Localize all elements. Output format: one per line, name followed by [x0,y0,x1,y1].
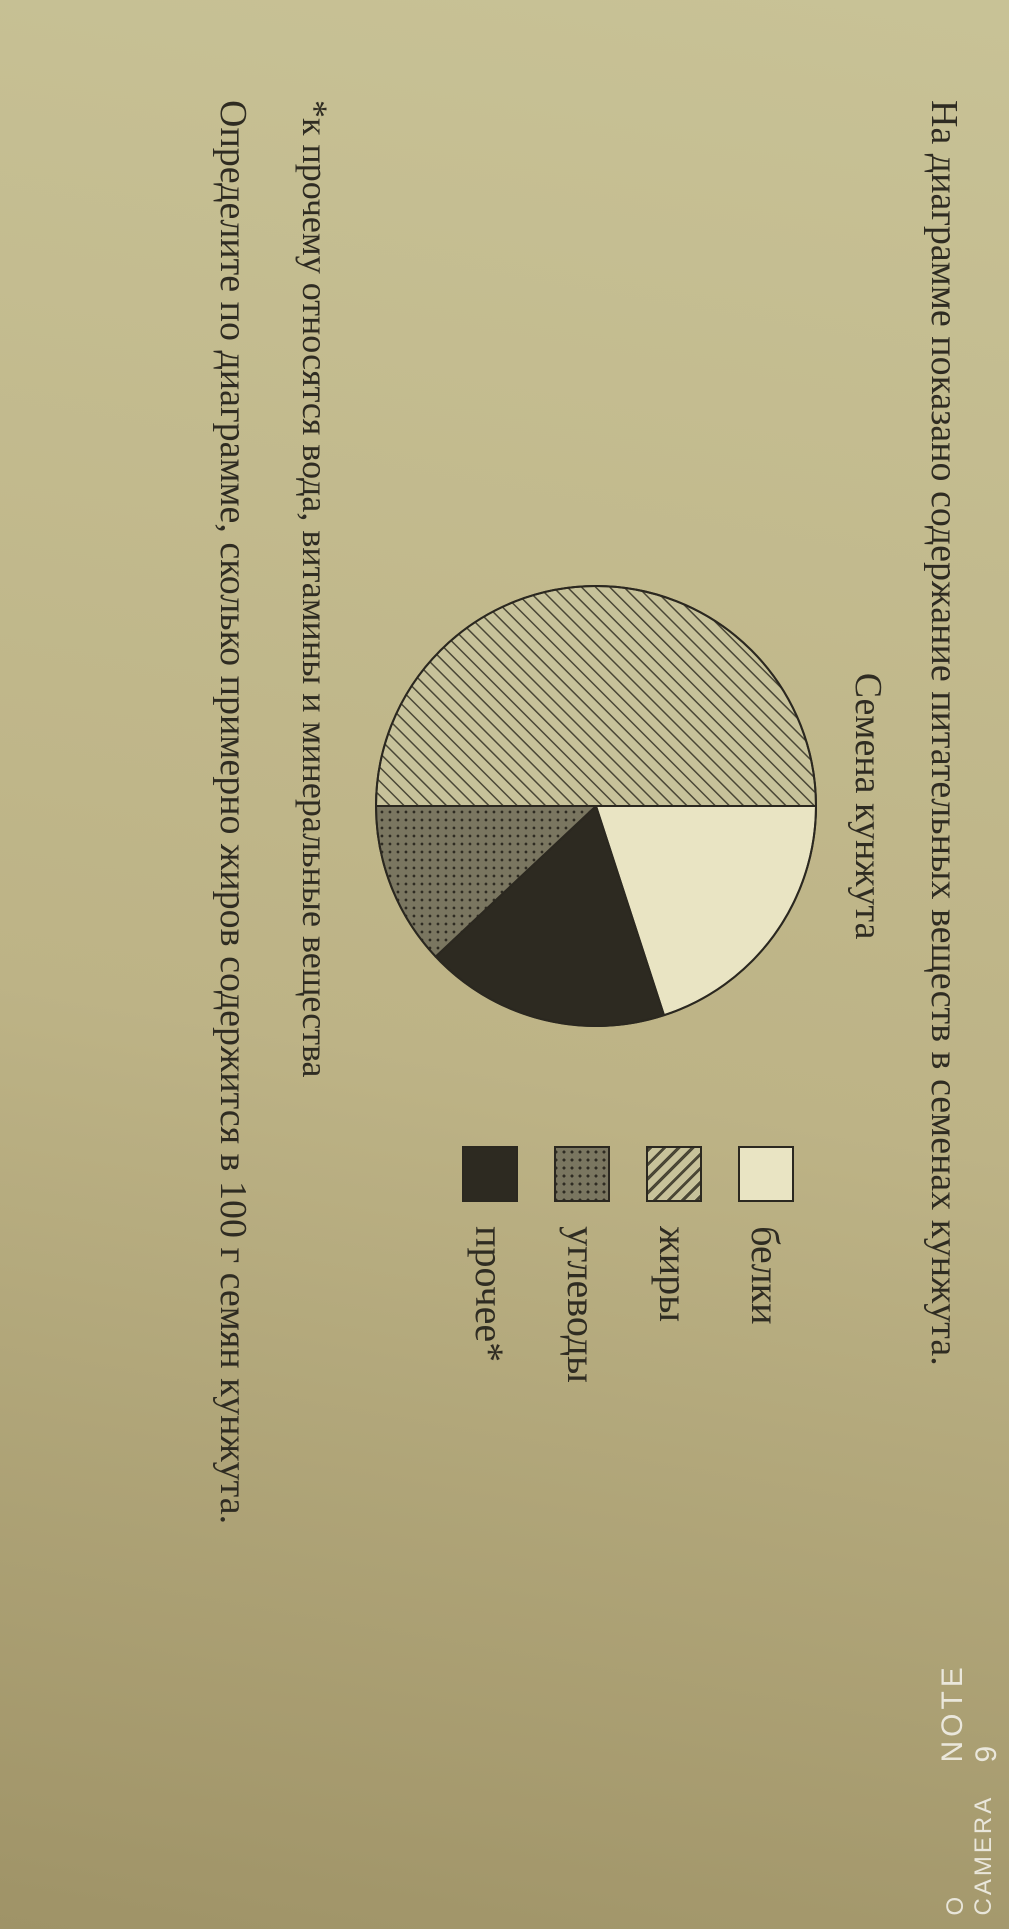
question-paragraph: Определите по диаграмме, сколько примерн… [206,100,257,1859]
legend-swatch-zhiry [646,1146,702,1202]
legend-label-prochee: прочее* [466,1226,513,1362]
legend-swatch-belki [738,1146,794,1202]
legend-label-zhiry: жиры [650,1226,697,1322]
pie-slice-zhiry [376,586,816,806]
legend-item-prochee: прочее* [462,1146,518,1383]
legend-label-uglevody: углеводы [558,1226,605,1383]
legend-swatch-uglevody [554,1146,610,1202]
footnote: *к прочему относятся вода, витамины и ми… [294,100,336,1859]
legend-item-belki: белки [738,1146,794,1383]
legend-item-uglevody: углеводы [554,1146,610,1383]
legend-label-belki: белки [742,1226,789,1324]
pie-chart [366,576,826,1036]
chart-block: Семена кунжута белки жиры углеводы прочее* [366,100,890,1859]
legend-item-zhiry: жиры [646,1146,702,1383]
legend-swatch-prochee [462,1146,518,1202]
chart-column: Семена кунжута [366,576,890,1036]
chart-title: Семена кунжута [846,673,890,940]
scanned-page: На диаграмме показано содержание питател… [0,0,1009,1929]
legend: белки жиры углеводы прочее* [462,1146,794,1383]
intro-paragraph: На диаграмме показано содержание питател… [918,100,969,1859]
